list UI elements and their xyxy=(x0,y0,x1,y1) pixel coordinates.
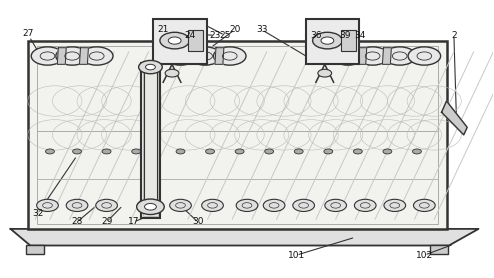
Text: 17: 17 xyxy=(128,217,139,227)
Circle shape xyxy=(206,149,214,154)
Circle shape xyxy=(202,199,223,212)
Circle shape xyxy=(165,69,179,77)
Circle shape xyxy=(408,47,441,65)
Circle shape xyxy=(137,199,164,215)
Text: 102: 102 xyxy=(416,251,433,260)
Circle shape xyxy=(73,149,82,154)
Circle shape xyxy=(176,149,185,154)
Circle shape xyxy=(383,149,392,154)
Text: 27: 27 xyxy=(22,29,34,38)
Circle shape xyxy=(321,37,334,44)
Circle shape xyxy=(160,32,190,49)
Bar xyxy=(141,63,160,218)
Circle shape xyxy=(383,47,416,65)
Circle shape xyxy=(81,47,113,65)
Circle shape xyxy=(354,199,376,212)
Bar xyxy=(28,41,447,229)
Text: 24: 24 xyxy=(185,31,196,40)
Circle shape xyxy=(213,47,246,65)
Circle shape xyxy=(236,199,258,212)
Circle shape xyxy=(168,37,181,44)
Circle shape xyxy=(37,199,58,212)
Circle shape xyxy=(384,199,406,212)
Polygon shape xyxy=(382,48,391,64)
Circle shape xyxy=(412,149,421,154)
Circle shape xyxy=(332,47,364,65)
Circle shape xyxy=(31,47,64,65)
Text: 36: 36 xyxy=(310,31,322,40)
Circle shape xyxy=(356,47,389,65)
Text: 34: 34 xyxy=(355,31,366,40)
Bar xyxy=(37,46,438,224)
Bar xyxy=(26,245,44,254)
Circle shape xyxy=(138,199,160,212)
Circle shape xyxy=(139,60,162,74)
Circle shape xyxy=(325,199,346,212)
Text: 32: 32 xyxy=(32,209,43,218)
Text: 101: 101 xyxy=(288,251,305,260)
Circle shape xyxy=(413,199,435,212)
Bar xyxy=(306,19,359,64)
Polygon shape xyxy=(57,48,66,64)
Circle shape xyxy=(318,69,331,77)
Circle shape xyxy=(164,47,197,65)
Polygon shape xyxy=(215,48,224,64)
Bar xyxy=(143,64,159,217)
Circle shape xyxy=(45,149,54,154)
Text: 30: 30 xyxy=(192,217,204,227)
Polygon shape xyxy=(358,48,367,64)
Bar xyxy=(188,30,203,51)
Bar xyxy=(430,245,448,254)
Polygon shape xyxy=(442,101,467,135)
Circle shape xyxy=(145,203,157,210)
Circle shape xyxy=(324,149,333,154)
Text: 25: 25 xyxy=(219,31,231,40)
Circle shape xyxy=(169,199,191,212)
Text: 33: 33 xyxy=(256,25,268,34)
Circle shape xyxy=(235,149,244,154)
Text: 21: 21 xyxy=(158,25,169,34)
Circle shape xyxy=(56,47,88,65)
Text: 20: 20 xyxy=(229,25,241,34)
Text: 39: 39 xyxy=(340,31,351,40)
Polygon shape xyxy=(10,229,479,245)
Circle shape xyxy=(102,149,111,154)
Text: 23: 23 xyxy=(209,31,221,40)
Circle shape xyxy=(263,199,285,212)
Text: 29: 29 xyxy=(101,217,112,227)
Circle shape xyxy=(293,199,315,212)
Circle shape xyxy=(353,149,362,154)
Circle shape xyxy=(265,149,274,154)
Text: 28: 28 xyxy=(71,217,82,227)
Polygon shape xyxy=(80,48,88,64)
Circle shape xyxy=(313,32,342,49)
Bar xyxy=(154,19,206,64)
Circle shape xyxy=(294,149,303,154)
Polygon shape xyxy=(190,48,199,64)
Circle shape xyxy=(132,149,141,154)
Bar xyxy=(341,30,356,51)
Circle shape xyxy=(96,199,118,212)
Text: 2: 2 xyxy=(451,31,457,40)
Circle shape xyxy=(189,47,221,65)
Circle shape xyxy=(146,64,156,70)
Circle shape xyxy=(66,199,88,212)
